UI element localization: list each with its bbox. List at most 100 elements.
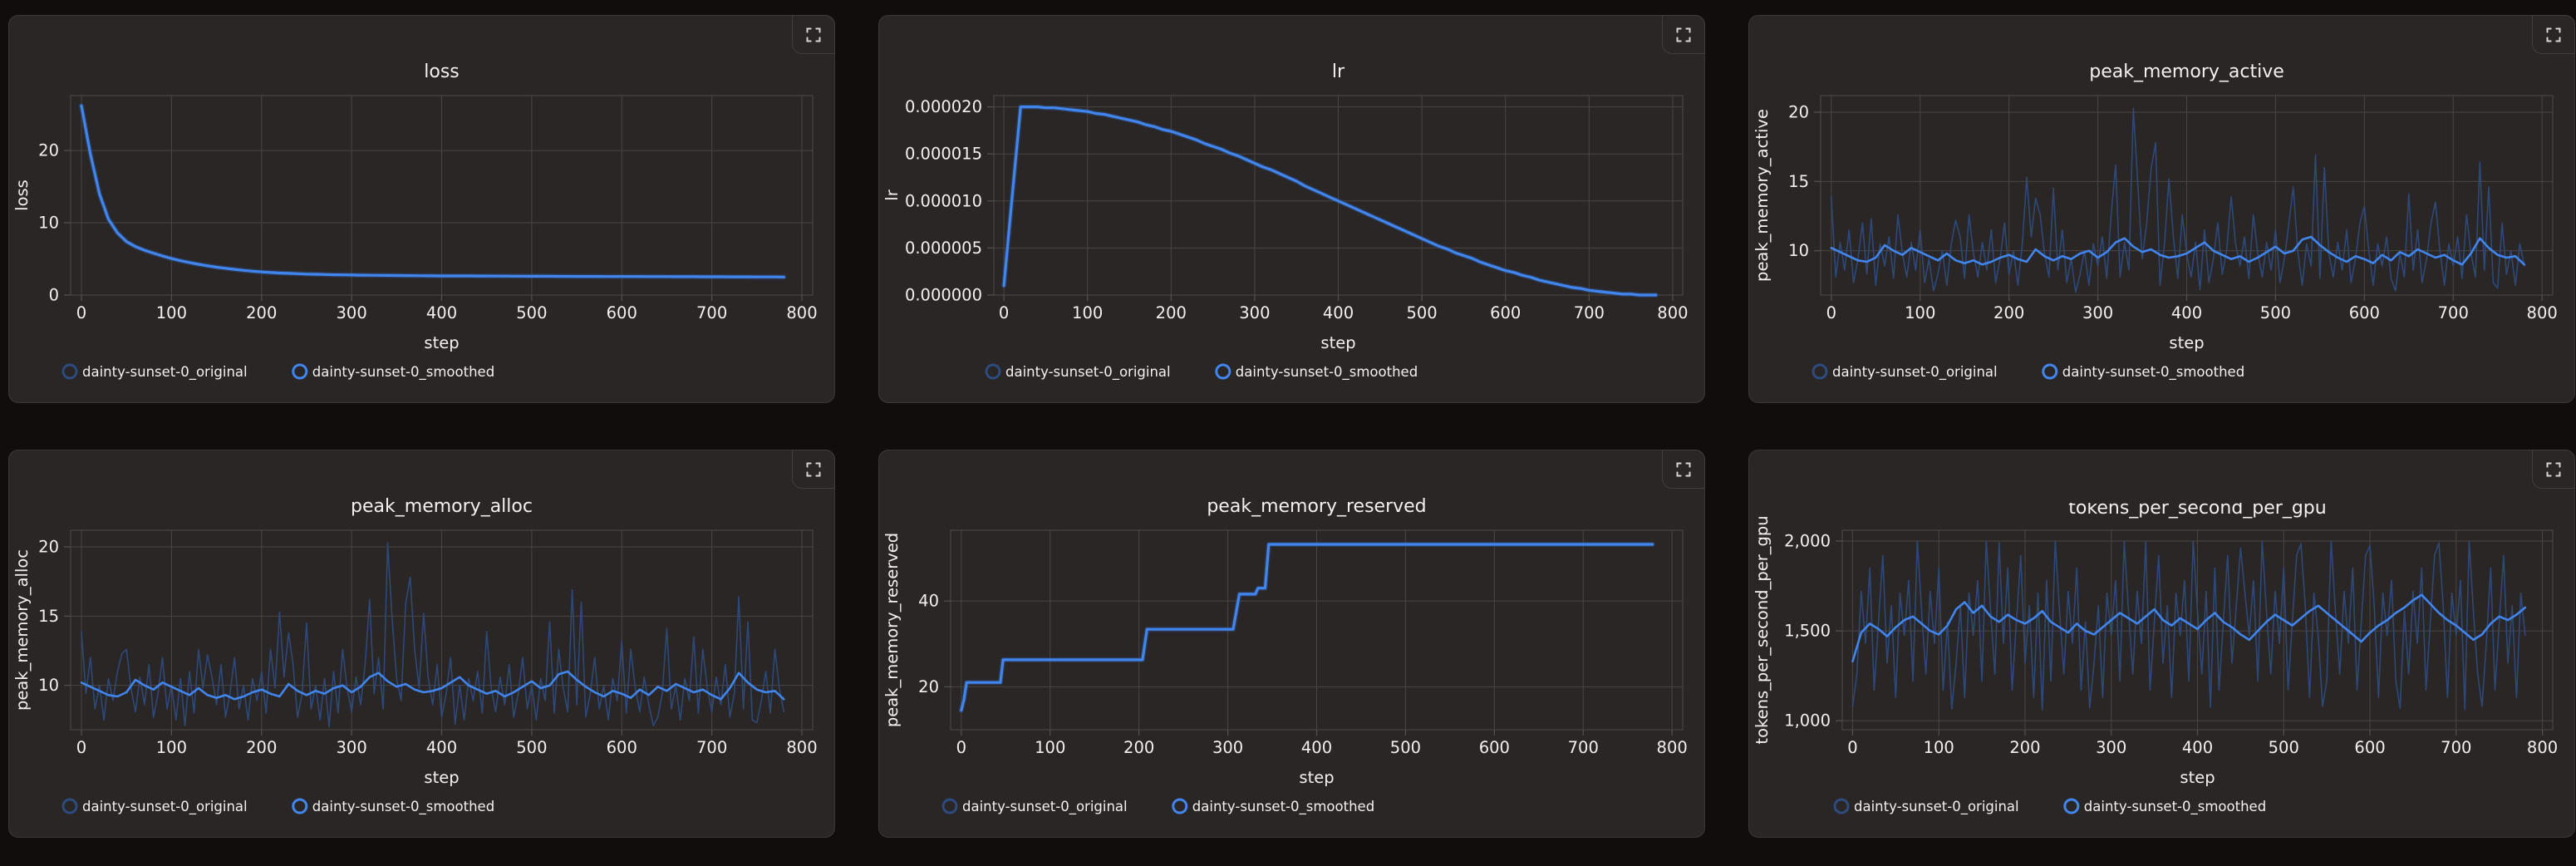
- legend-item-smoothed[interactable]: dainty-sunset-0_smoothed: [292, 798, 494, 815]
- legend-item-original[interactable]: dainty-sunset-0_original: [1833, 798, 2019, 815]
- legend-item-smoothed[interactable]: dainty-sunset-0_smoothed: [1172, 798, 1374, 815]
- x-tick-label: 800: [1657, 738, 1688, 757]
- y-tick-label: 1,500: [1784, 622, 1831, 641]
- x-tick-label: 500: [1390, 738, 1421, 757]
- x-tick-label: 700: [2441, 738, 2471, 757]
- x-tick-label: 700: [1574, 303, 1605, 322]
- legend-ring-icon: [61, 363, 78, 380]
- y-tick-label: 15: [1788, 172, 1809, 191]
- chart-panel-lr: lr lr 0.000000 0.000005 0.000010 0.000015 0.00…: [878, 15, 1705, 403]
- y-tick-label: 0.000015: [905, 145, 982, 164]
- legend-ring-icon: [1812, 363, 1828, 380]
- legend-label: dainty-sunset-0_original: [1005, 364, 1171, 381]
- x-tick-label: 500: [1406, 303, 1437, 322]
- x-tick-label: 0: [956, 738, 966, 757]
- y-axis-label: lr: [882, 189, 902, 200]
- y-axis-label: peak_memory_alloc: [12, 549, 32, 711]
- legend-ring-icon: [985, 363, 1001, 380]
- fullscreen-expand-icon: [806, 27, 821, 42]
- x-tick-label: 400: [2182, 738, 2213, 757]
- x-tick-label: 700: [696, 738, 727, 757]
- y-tick-label: 15: [38, 607, 59, 626]
- chart-title: loss: [424, 62, 460, 82]
- x-tick-label: 700: [1568, 738, 1599, 757]
- legend-label: dainty-sunset-0_original: [962, 799, 1128, 815]
- legend-item-smoothed[interactable]: dainty-sunset-0_smoothed: [2063, 798, 2266, 815]
- x-tick-label: 100: [1924, 738, 1954, 757]
- x-tick-label: 300: [337, 303, 367, 322]
- y-tick-label: 0: [49, 286, 59, 305]
- x-tick-label: 300: [1239, 303, 1270, 322]
- x-tick-label: 400: [1323, 303, 1354, 322]
- x-tick-label: 500: [2260, 303, 2291, 322]
- line-chart-lr: lr lr 0.000000 0.000005 0.000010 0.000015 0.00…: [882, 62, 1689, 381]
- line-chart-peak-memory-reserved: peak_memory_reserved peak_memory_reserved…: [882, 496, 1688, 815]
- y-axis-label: peak_memory_active: [1753, 109, 1772, 282]
- x-tick-label: 600: [607, 738, 637, 757]
- chart-title: tokens_per_second_per_gpu: [2068, 498, 2326, 519]
- chart-title: lr: [1332, 62, 1345, 82]
- x-tick-label: 600: [2354, 738, 2385, 757]
- expand-button[interactable]: [2532, 450, 2575, 489]
- series-original-line: [79, 103, 787, 280]
- legend-item-original[interactable]: dainty-sunset-0_original: [985, 363, 1171, 381]
- legend-ring-icon: [1215, 363, 1231, 380]
- grid: [1836, 529, 2554, 736]
- x-tick-label: 500: [516, 303, 547, 322]
- legend-label: dainty-sunset-0_smoothed: [1236, 364, 1418, 381]
- x-tick-label: 300: [2082, 303, 2113, 322]
- y-tick-label: 0.000000: [905, 286, 982, 305]
- legend-ring-icon: [1172, 798, 1188, 814]
- series-smoothed-line: [1830, 235, 2526, 266]
- series-original-line: [1831, 107, 2525, 293]
- legend-item-smoothed[interactable]: dainty-sunset-0_smoothed: [292, 363, 494, 381]
- expand-button[interactable]: [1662, 450, 1705, 489]
- legend-label: dainty-sunset-0_smoothed: [1192, 799, 1374, 815]
- chart-title: peak_memory_active: [2089, 62, 2284, 82]
- expand-button[interactable]: [1662, 15, 1705, 54]
- legend-item-smoothed[interactable]: dainty-sunset-0_smoothed: [1215, 363, 1418, 381]
- chart-panel-peak-memory-reserved: peak_memory_reserved peak_memory_reserved…: [878, 450, 1705, 838]
- legend-item-original[interactable]: dainty-sunset-0_original: [1812, 363, 1998, 381]
- x-tick-label: 800: [2527, 303, 2558, 322]
- legend-ring-icon: [941, 798, 958, 814]
- x-tick-label: 500: [2269, 738, 2299, 757]
- grid: [944, 529, 1684, 736]
- x-tick-label: 700: [696, 303, 727, 322]
- x-tick-label: 100: [1905, 303, 1935, 322]
- legend-label: dainty-sunset-0_smoothed: [2084, 799, 2266, 815]
- x-tick-label: 800: [2527, 738, 2558, 757]
- x-tick-label: 0: [76, 738, 86, 757]
- legend-item-original[interactable]: dainty-sunset-0_original: [61, 363, 248, 381]
- y-tick-label: 20: [38, 141, 59, 160]
- y-axis-label: peak_memory_reserved: [882, 533, 902, 727]
- legend-ring-icon: [292, 363, 308, 380]
- y-tick-label: 0.000020: [905, 97, 982, 116]
- y-tick-label: 20: [38, 538, 59, 557]
- x-tick-label: 0: [1847, 738, 1857, 757]
- fullscreen-expand-icon: [1676, 27, 1691, 42]
- x-tick-label: 100: [156, 303, 187, 322]
- legend-item-original[interactable]: dainty-sunset-0_original: [61, 798, 248, 815]
- y-tick-label: 10: [38, 676, 59, 695]
- x-tick-label: 100: [1035, 738, 1065, 757]
- expand-button[interactable]: [2532, 15, 2575, 54]
- series-smoothed-line: [1851, 593, 2527, 663]
- x-tick-label: 800: [786, 303, 817, 322]
- y-tick-label: 10: [38, 214, 59, 233]
- x-tick-label: 400: [426, 303, 457, 322]
- series-smoothed-line: [80, 104, 785, 278]
- x-tick-label: 100: [156, 738, 187, 757]
- grid: [64, 529, 814, 736]
- legend-item-smoothed[interactable]: dainty-sunset-0_smoothed: [2042, 363, 2244, 381]
- expand-button[interactable]: [792, 15, 835, 54]
- series-original-line: [958, 542, 1655, 713]
- series-original-line: [81, 542, 785, 728]
- legend-item-original[interactable]: dainty-sunset-0_original: [941, 798, 1128, 815]
- x-tick-label: 200: [246, 738, 277, 757]
- expand-button[interactable]: [792, 450, 835, 489]
- legend-ring-icon: [292, 798, 308, 814]
- chart-panel-peak-memory-active: peak_memory_active peak_memory_active 10 15…: [1748, 15, 2575, 403]
